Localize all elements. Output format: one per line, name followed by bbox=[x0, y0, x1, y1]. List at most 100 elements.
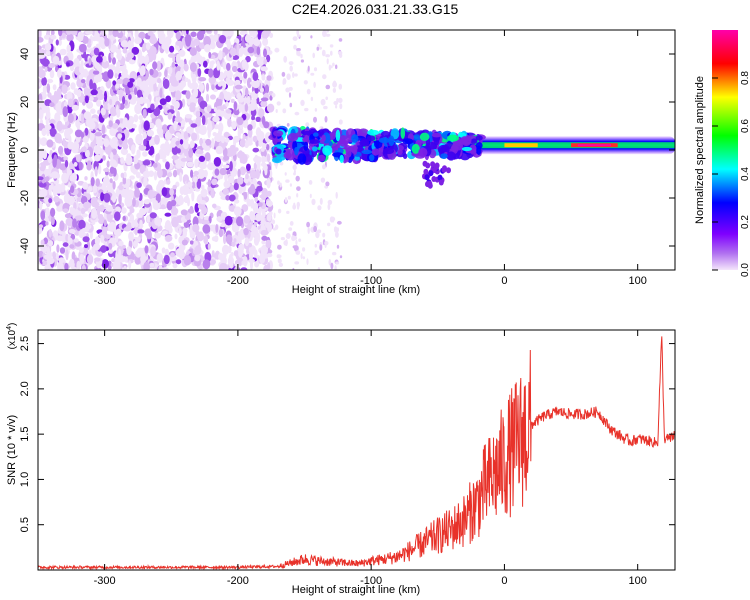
snr-y-label: SNR (10 * v/v) bbox=[6, 415, 18, 485]
noise-speck bbox=[199, 137, 204, 146]
noise-speck bbox=[239, 155, 243, 164]
noise-speck bbox=[319, 197, 323, 205]
noise-speck bbox=[136, 182, 142, 189]
noise-speck bbox=[89, 132, 95, 142]
noise-speck bbox=[65, 30, 73, 35]
noise-speck bbox=[66, 62, 70, 67]
noise-speck bbox=[334, 265, 337, 270]
noise-speck bbox=[142, 132, 147, 139]
noise-speck bbox=[181, 184, 190, 196]
noise-speck bbox=[142, 151, 148, 157]
noise-speck bbox=[165, 161, 170, 170]
noise-speck bbox=[204, 44, 211, 53]
noise-speck bbox=[330, 50, 333, 56]
noise-speck bbox=[292, 245, 298, 249]
noise-speck bbox=[52, 84, 57, 91]
noise-speck bbox=[149, 262, 155, 268]
noise-speck bbox=[112, 57, 116, 65]
noise-speck bbox=[122, 47, 128, 54]
noise-speck bbox=[227, 118, 232, 128]
signal-blob bbox=[400, 127, 406, 139]
noise-speck bbox=[325, 96, 329, 101]
noise-speck bbox=[225, 109, 232, 114]
noise-speck bbox=[90, 177, 95, 187]
noise-speck bbox=[273, 212, 276, 219]
noise-speck bbox=[142, 170, 151, 178]
scale-base: (x10 bbox=[7, 329, 18, 349]
noise-speck bbox=[49, 128, 57, 137]
noise-speck bbox=[120, 156, 125, 164]
snr-y-ticks: 0.5 1.0 1.5 2.0 2.5 bbox=[19, 336, 675, 532]
noise-speck bbox=[294, 111, 300, 116]
noise-speck bbox=[214, 235, 219, 243]
noise-speck bbox=[200, 30, 206, 35]
signal-blob bbox=[287, 132, 299, 142]
noise-speck bbox=[79, 253, 84, 264]
noise-speck bbox=[336, 244, 340, 249]
noise-speck bbox=[76, 91, 82, 98]
noise-speck bbox=[113, 262, 119, 270]
noise-speck bbox=[289, 221, 294, 226]
colorbar-tick-label: 0.2 bbox=[740, 215, 750, 229]
signal-blob bbox=[302, 137, 309, 142]
noise-speck bbox=[313, 116, 317, 123]
noise-speck bbox=[230, 144, 236, 150]
noise-speck bbox=[61, 32, 66, 39]
noise-speck bbox=[206, 30, 212, 33]
noise-speck bbox=[205, 138, 212, 146]
noise-speck bbox=[266, 213, 272, 222]
noise-speck bbox=[285, 233, 291, 239]
noise-speck bbox=[259, 194, 266, 199]
noise-speck bbox=[214, 168, 220, 176]
noise-speck bbox=[261, 143, 267, 149]
noise-speck bbox=[138, 144, 147, 151]
noise-speck bbox=[111, 258, 116, 263]
noise-speck bbox=[175, 70, 183, 81]
noise-speck bbox=[195, 230, 200, 236]
signal-blob bbox=[428, 170, 434, 177]
noise-speck bbox=[174, 233, 178, 240]
noise-speck bbox=[191, 181, 196, 189]
noise-speck bbox=[106, 160, 110, 168]
noise-speck bbox=[132, 240, 138, 248]
noise-speck bbox=[75, 154, 81, 163]
noise-speck bbox=[54, 133, 62, 144]
noise-speck bbox=[200, 184, 205, 190]
noise-speck bbox=[118, 248, 122, 258]
noise-speck bbox=[189, 140, 195, 149]
noise-speck bbox=[185, 30, 189, 35]
noise-speck bbox=[149, 36, 158, 45]
noise-speck bbox=[195, 150, 204, 155]
noise-speck bbox=[278, 262, 284, 267]
noise-speck bbox=[203, 60, 208, 68]
noise-speck bbox=[211, 138, 215, 149]
noise-speck bbox=[296, 48, 301, 52]
noise-speck bbox=[226, 62, 231, 71]
noise-speck bbox=[266, 200, 273, 208]
noise-speck bbox=[256, 130, 265, 141]
signal-blob bbox=[476, 145, 482, 156]
noise-speck bbox=[288, 92, 292, 98]
noise-speck bbox=[191, 191, 195, 202]
x-tick-label: -100 bbox=[360, 275, 382, 287]
noise-speck bbox=[104, 37, 110, 47]
noise-speck bbox=[292, 267, 295, 270]
noise-speck bbox=[163, 254, 170, 265]
noise-speck bbox=[284, 172, 287, 176]
noise-speck bbox=[242, 134, 246, 140]
signal-blob bbox=[397, 149, 403, 155]
noise-speck bbox=[216, 216, 223, 222]
noise-speck bbox=[213, 106, 217, 113]
noise-speck bbox=[178, 49, 186, 57]
noise-speck bbox=[93, 154, 101, 162]
noise-speck bbox=[143, 98, 150, 104]
noise-speck bbox=[329, 216, 334, 223]
noise-speck bbox=[162, 78, 170, 89]
noise-speck bbox=[50, 215, 55, 226]
noise-speck bbox=[67, 169, 72, 176]
noise-speck bbox=[72, 147, 79, 154]
noise-speck bbox=[38, 109, 44, 120]
noise-speck bbox=[328, 258, 332, 266]
noise-speck bbox=[112, 30, 119, 37]
noise-speck bbox=[65, 127, 73, 135]
